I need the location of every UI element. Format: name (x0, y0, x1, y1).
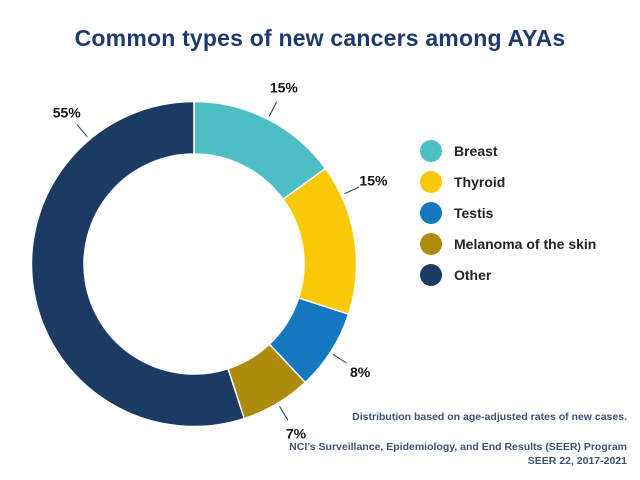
legend-label: Melanoma of the skin (454, 236, 597, 252)
footnote-source-line2: SEER 22, 2017-2021 (527, 455, 627, 467)
legend-item-other: Other (420, 264, 596, 286)
legend-item-breast: Breast (420, 140, 596, 162)
legend-item-melanoma: Melanoma of the skin (420, 233, 596, 255)
slice-percent-label: 8% (350, 364, 371, 380)
label-leader-line (332, 353, 347, 364)
legend-label: Thyroid (454, 174, 506, 190)
testis-swatch-icon (420, 202, 442, 224)
thyroid-swatch-icon (420, 171, 442, 193)
footnote-source-line1: NCI’s Surveillance, Epidemiology, and En… (289, 441, 627, 453)
label-leader-line (279, 406, 289, 421)
footnote-distribution: Distribution based on age-adjusted rates… (352, 411, 627, 423)
legend-item-testis: Testis (420, 202, 596, 224)
label-leader-line (344, 186, 360, 195)
legend-label: Testis (454, 205, 494, 221)
label-leader-line (268, 101, 278, 117)
melanoma-swatch-icon (420, 233, 442, 255)
slice-percent-label: 55% (53, 104, 82, 120)
donut-slice-other (30, 100, 246, 428)
page-title: Common types of new cancers among AYAs (74, 25, 566, 51)
slice-percent-label: 15% (359, 172, 388, 188)
legend: Breast Thyroid Testis Melanoma of the sk… (420, 140, 596, 295)
legend-label: Other (454, 267, 492, 283)
breast-swatch-icon (420, 140, 442, 162)
legend-item-thyroid: Thyroid (420, 171, 596, 193)
other-swatch-icon (420, 264, 442, 286)
slice-percent-label: 7% (286, 426, 307, 442)
footnote-source: NCI’s Surveillance, Epidemiology, and En… (289, 440, 627, 468)
legend-label: Breast (454, 143, 498, 159)
label-leader-line (76, 124, 88, 138)
slice-percent-label: 15% (270, 80, 299, 96)
